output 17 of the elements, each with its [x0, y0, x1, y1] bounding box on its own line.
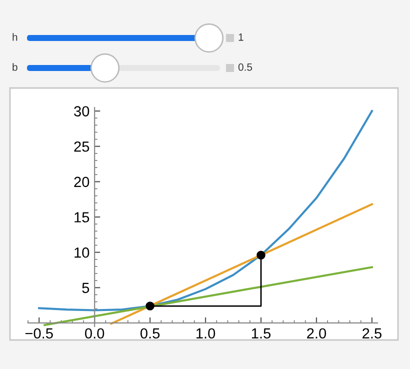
- y-tick-label: 25: [74, 141, 90, 152]
- x-tick-label: 1.0: [196, 328, 216, 339]
- text: b: [12, 63, 18, 71]
- x-tick-label: 2.0: [307, 328, 326, 339]
- text: h: [12, 33, 18, 41]
- x-tick-label: 2.5: [362, 328, 382, 339]
- x-tick-label: 0.5: [140, 328, 160, 339]
- y-tick-label: 20: [74, 176, 90, 188]
- x-tick-label: 0.0: [85, 328, 104, 339]
- y-tick-label: 15: [74, 212, 90, 222]
- x-tick-label: 1.5: [252, 328, 271, 339]
- y-tick-label: 5: [82, 282, 90, 294]
- y-tick-label: 30: [74, 106, 90, 116]
- y-tick-label: 10: [74, 247, 90, 258]
- text: 0.5: [238, 63, 252, 71]
- x-tick-label: −0.5: [25, 328, 53, 339]
- text: 1: [238, 34, 244, 41]
